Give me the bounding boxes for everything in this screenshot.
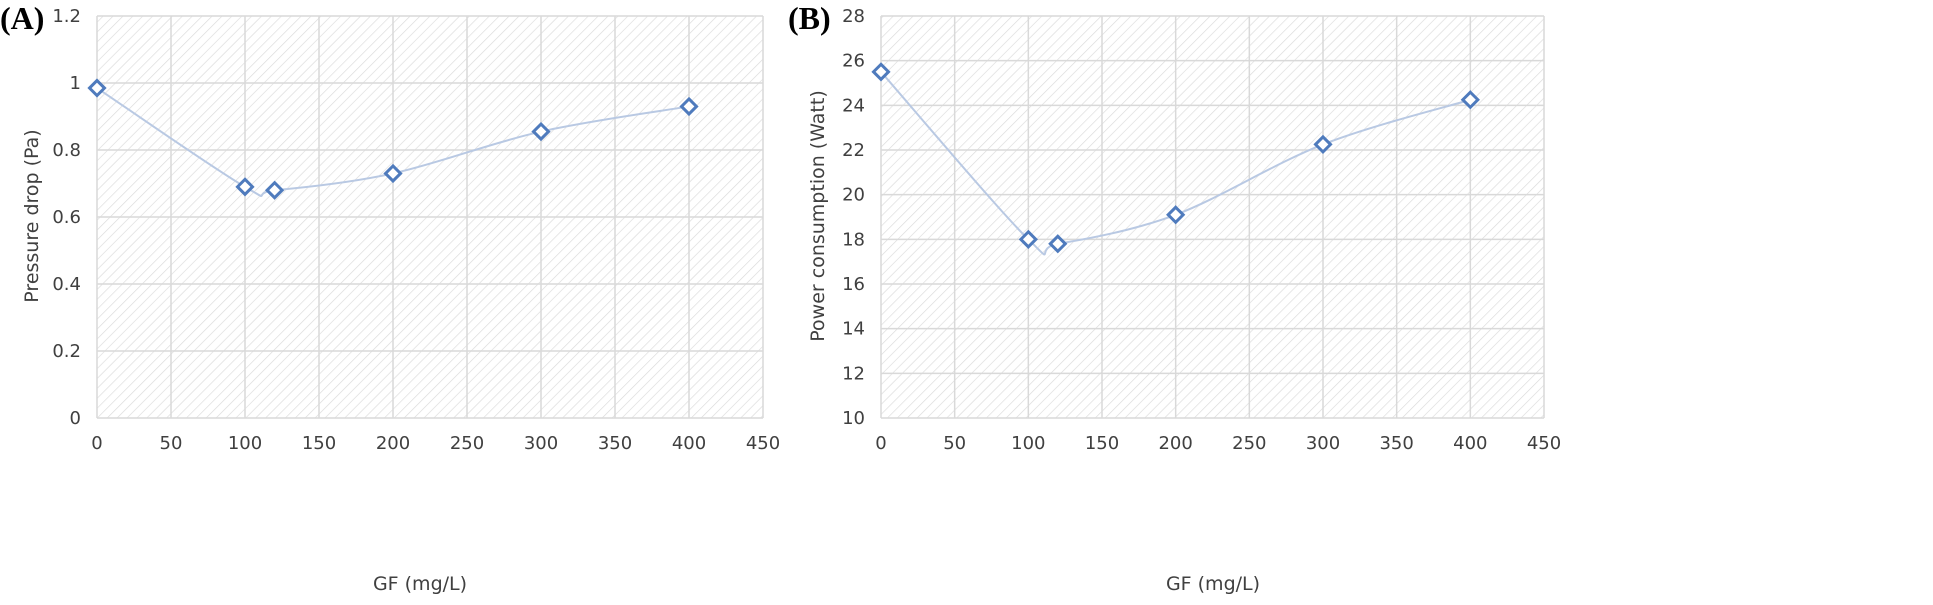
y-tick-label: 22 bbox=[842, 140, 865, 161]
x-tick-label: 400 bbox=[672, 433, 706, 454]
data-point-marker bbox=[1166, 205, 1186, 225]
y-tick-label: 16 bbox=[842, 274, 865, 295]
x-tick-label: 0 bbox=[91, 433, 102, 454]
x-axis-title-a: GF (mg/L) bbox=[373, 573, 467, 595]
x-axis-title-b: GF (mg/L) bbox=[1166, 573, 1260, 595]
y-tick-label: 0.6 bbox=[52, 207, 81, 228]
y-tick-label: 12 bbox=[842, 363, 865, 384]
y-tick-label: 24 bbox=[842, 95, 865, 116]
x-tick-label: 250 bbox=[450, 433, 484, 454]
x-tick-label: 450 bbox=[1527, 433, 1561, 454]
x-tick-label: 100 bbox=[1011, 433, 1045, 454]
x-tick-label: 0 bbox=[875, 433, 886, 454]
data-point-marker bbox=[1313, 134, 1333, 155]
series-line bbox=[96, 87, 690, 198]
y-tick-label: 0 bbox=[70, 408, 81, 429]
x-tick-label: 300 bbox=[524, 433, 558, 454]
data-point-marker bbox=[1018, 229, 1038, 249]
y-tick-label: 26 bbox=[842, 51, 865, 72]
x-tick-label: 250 bbox=[1232, 433, 1266, 454]
chart-b-power-consumption: (B) 0 50 100 150 200 250 300 350 400 450 10 12 14 16… bbox=[788, 0, 1561, 595]
x-tick-label: 200 bbox=[1158, 433, 1192, 454]
x-tick-label: 450 bbox=[746, 433, 780, 454]
x-tick-label: 300 bbox=[1306, 433, 1340, 454]
y-axis-title-a: Pressure drop (Pa) bbox=[21, 129, 43, 302]
data-point-marker bbox=[87, 78, 107, 98]
y-tick-label: 20 bbox=[842, 185, 865, 206]
y-tick-label: 0.4 bbox=[52, 274, 81, 295]
y-tick-label: 10 bbox=[842, 408, 865, 429]
chart-a-pressure-drop: (A) 0 50 100 150 200 250 300 350 400 450 0 0.2 0.4 0… bbox=[0, 0, 780, 595]
series-line bbox=[880, 71, 1471, 256]
y-tick-label: 28 bbox=[842, 6, 865, 27]
data-point-marker bbox=[383, 163, 403, 184]
data-point-marker bbox=[531, 121, 551, 142]
data-point-marker bbox=[871, 62, 891, 82]
y-tick-label: 0.8 bbox=[52, 140, 81, 161]
panel-label-a: (A) bbox=[0, 0, 44, 36]
data-point-marker bbox=[1460, 90, 1480, 110]
x-tick-label: 150 bbox=[302, 433, 336, 454]
y-tick-label: 18 bbox=[842, 229, 865, 250]
x-tick-label: 150 bbox=[1085, 433, 1119, 454]
x-tick-label: 50 bbox=[943, 433, 966, 454]
data-point-marker bbox=[264, 180, 285, 200]
y-tick-label: 0.2 bbox=[52, 341, 81, 362]
x-tick-label: 200 bbox=[376, 433, 410, 454]
y-axis-title-b: Power consumption (Watt) bbox=[807, 90, 829, 341]
data-point-marker bbox=[679, 96, 699, 117]
y-tick-label: 14 bbox=[842, 319, 865, 340]
data-point-marker bbox=[1048, 234, 1068, 254]
y-tick-label: 1 bbox=[70, 73, 81, 94]
x-tick-label: 350 bbox=[1379, 433, 1413, 454]
x-tick-label: 350 bbox=[598, 433, 632, 454]
x-tick-label: 50 bbox=[160, 433, 183, 454]
x-tick-label: 400 bbox=[1453, 433, 1487, 454]
y-tick-label: 1.2 bbox=[52, 6, 81, 27]
plot-area-b bbox=[881, 16, 1544, 418]
x-tick-label: 100 bbox=[228, 433, 262, 454]
panel-label-b: (B) bbox=[788, 0, 831, 36]
data-point-marker bbox=[235, 177, 255, 197]
